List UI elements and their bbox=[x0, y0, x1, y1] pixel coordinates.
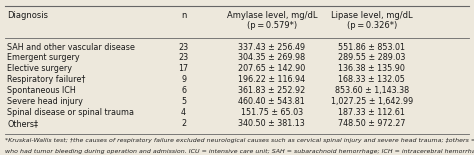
Text: Respiratory failure†: Respiratory failure† bbox=[7, 75, 85, 84]
Text: Lipase level, mg/dL
(p = 0.326*): Lipase level, mg/dL (p = 0.326*) bbox=[331, 11, 412, 30]
Text: 136.38 ± 135.90: 136.38 ± 135.90 bbox=[338, 64, 405, 73]
Text: 5: 5 bbox=[181, 97, 186, 106]
Text: 23: 23 bbox=[179, 43, 189, 52]
Text: 151.75 ± 65.03: 151.75 ± 65.03 bbox=[241, 108, 303, 117]
Text: 2: 2 bbox=[181, 119, 186, 128]
Text: *Kruskal-Wallis test; †the causes of respiratory failure excluded neurological c: *Kruskal-Wallis test; †the causes of res… bbox=[5, 138, 474, 143]
Text: Emergent surgery: Emergent surgery bbox=[7, 53, 80, 62]
Text: 337.43 ± 256.49: 337.43 ± 256.49 bbox=[238, 43, 305, 52]
Text: 304.35 ± 269.98: 304.35 ± 269.98 bbox=[238, 53, 305, 62]
Text: 853.60 ± 1,143.38: 853.60 ± 1,143.38 bbox=[335, 86, 409, 95]
Text: 17: 17 bbox=[179, 64, 189, 73]
Text: 23: 23 bbox=[179, 53, 189, 62]
Text: Others‡: Others‡ bbox=[7, 119, 38, 128]
Text: Amylase level, mg/dL
(p = 0.579*): Amylase level, mg/dL (p = 0.579*) bbox=[227, 11, 317, 30]
Text: 4: 4 bbox=[181, 108, 186, 117]
Text: Elective surgery: Elective surgery bbox=[7, 64, 72, 73]
Text: 340.50 ± 381.13: 340.50 ± 381.13 bbox=[238, 119, 305, 128]
Text: 551.86 ± 853.01: 551.86 ± 853.01 bbox=[338, 43, 405, 52]
Text: Severe head injury: Severe head injury bbox=[7, 97, 83, 106]
Text: 460.40 ± 543.81: 460.40 ± 543.81 bbox=[238, 97, 305, 106]
Text: 6: 6 bbox=[181, 86, 186, 95]
Text: 1,027.25 ± 1,642.99: 1,027.25 ± 1,642.99 bbox=[330, 97, 413, 106]
Text: 168.33 ± 132.05: 168.33 ± 132.05 bbox=[338, 75, 405, 84]
Text: n: n bbox=[181, 11, 186, 20]
Text: SAH and other vascular disease: SAH and other vascular disease bbox=[7, 43, 135, 52]
Text: 207.65 ± 142.90: 207.65 ± 142.90 bbox=[238, 64, 305, 73]
Text: 9: 9 bbox=[181, 75, 186, 84]
Text: 748.50 ± 972.27: 748.50 ± 972.27 bbox=[338, 119, 405, 128]
Text: 361.83 ± 252.92: 361.83 ± 252.92 bbox=[238, 86, 305, 95]
Text: 187.33 ± 112.61: 187.33 ± 112.61 bbox=[338, 108, 405, 117]
Text: 289.55 ± 289.03: 289.55 ± 289.03 bbox=[338, 53, 405, 62]
Text: Spontaneous ICH: Spontaneous ICH bbox=[7, 86, 76, 95]
Text: 196.22 ± 116.94: 196.22 ± 116.94 bbox=[238, 75, 305, 84]
Text: who had tumor bleeding during operation and admission. ICU = intensive care unit: who had tumor bleeding during operation … bbox=[5, 149, 474, 154]
Text: Spinal disease or spinal trauma: Spinal disease or spinal trauma bbox=[7, 108, 134, 117]
Text: Diagnosis: Diagnosis bbox=[7, 11, 48, 20]
